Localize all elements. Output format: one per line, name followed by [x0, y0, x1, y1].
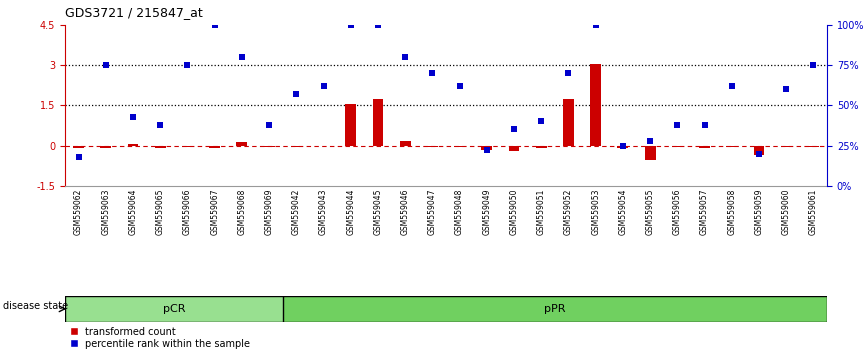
Point [698, 122, 712, 127]
Point [561, 70, 575, 76]
Bar [427, 145, 438, 147]
Point [453, 83, 467, 89]
Bar [263, 145, 275, 147]
Text: pCR: pCR [163, 304, 185, 314]
Point [126, 114, 140, 119]
Point [208, 22, 222, 28]
Point [534, 119, 548, 124]
Bar [100, 145, 111, 148]
Bar [291, 145, 301, 147]
Bar [699, 145, 710, 148]
Point [425, 70, 439, 76]
Bar [236, 142, 248, 145]
Bar [781, 145, 792, 147]
Bar [454, 145, 465, 147]
Point [507, 127, 521, 132]
Point [344, 22, 358, 28]
Bar [808, 145, 819, 147]
Text: pPR: pPR [544, 304, 565, 314]
Point [180, 62, 194, 68]
Point [643, 138, 657, 144]
Text: disease state: disease state [3, 301, 68, 311]
Bar [127, 144, 139, 145]
Bar [65, 296, 282, 322]
Point [153, 122, 167, 127]
Bar [372, 99, 384, 145]
Bar [346, 104, 356, 145]
Point [289, 91, 303, 97]
Bar [563, 99, 574, 145]
Point [670, 122, 684, 127]
Point [235, 54, 249, 60]
Point [779, 86, 793, 92]
Point [317, 83, 331, 89]
Bar [73, 145, 84, 148]
Point [752, 151, 766, 156]
Point [480, 148, 494, 153]
Bar [644, 145, 656, 160]
Bar [591, 64, 601, 145]
Bar [481, 145, 492, 150]
Point [616, 143, 630, 148]
Bar [400, 141, 410, 145]
Text: GDS3721 / 215847_at: GDS3721 / 215847_at [65, 6, 203, 19]
Point [262, 122, 276, 127]
Legend: transformed count, percentile rank within the sample: transformed count, percentile rank withi… [70, 327, 250, 349]
Bar [282, 296, 827, 322]
Point [99, 62, 113, 68]
Bar [536, 145, 546, 148]
Point [72, 154, 86, 160]
Point [398, 54, 412, 60]
Bar [182, 145, 193, 147]
Point [589, 22, 603, 28]
Bar [508, 145, 520, 151]
Bar [727, 145, 737, 147]
Point [371, 22, 385, 28]
Bar [753, 145, 765, 155]
Bar [155, 145, 165, 148]
Bar [210, 145, 220, 148]
Point [806, 62, 820, 68]
Point [725, 83, 739, 89]
Bar [672, 145, 682, 147]
Bar [617, 145, 629, 148]
